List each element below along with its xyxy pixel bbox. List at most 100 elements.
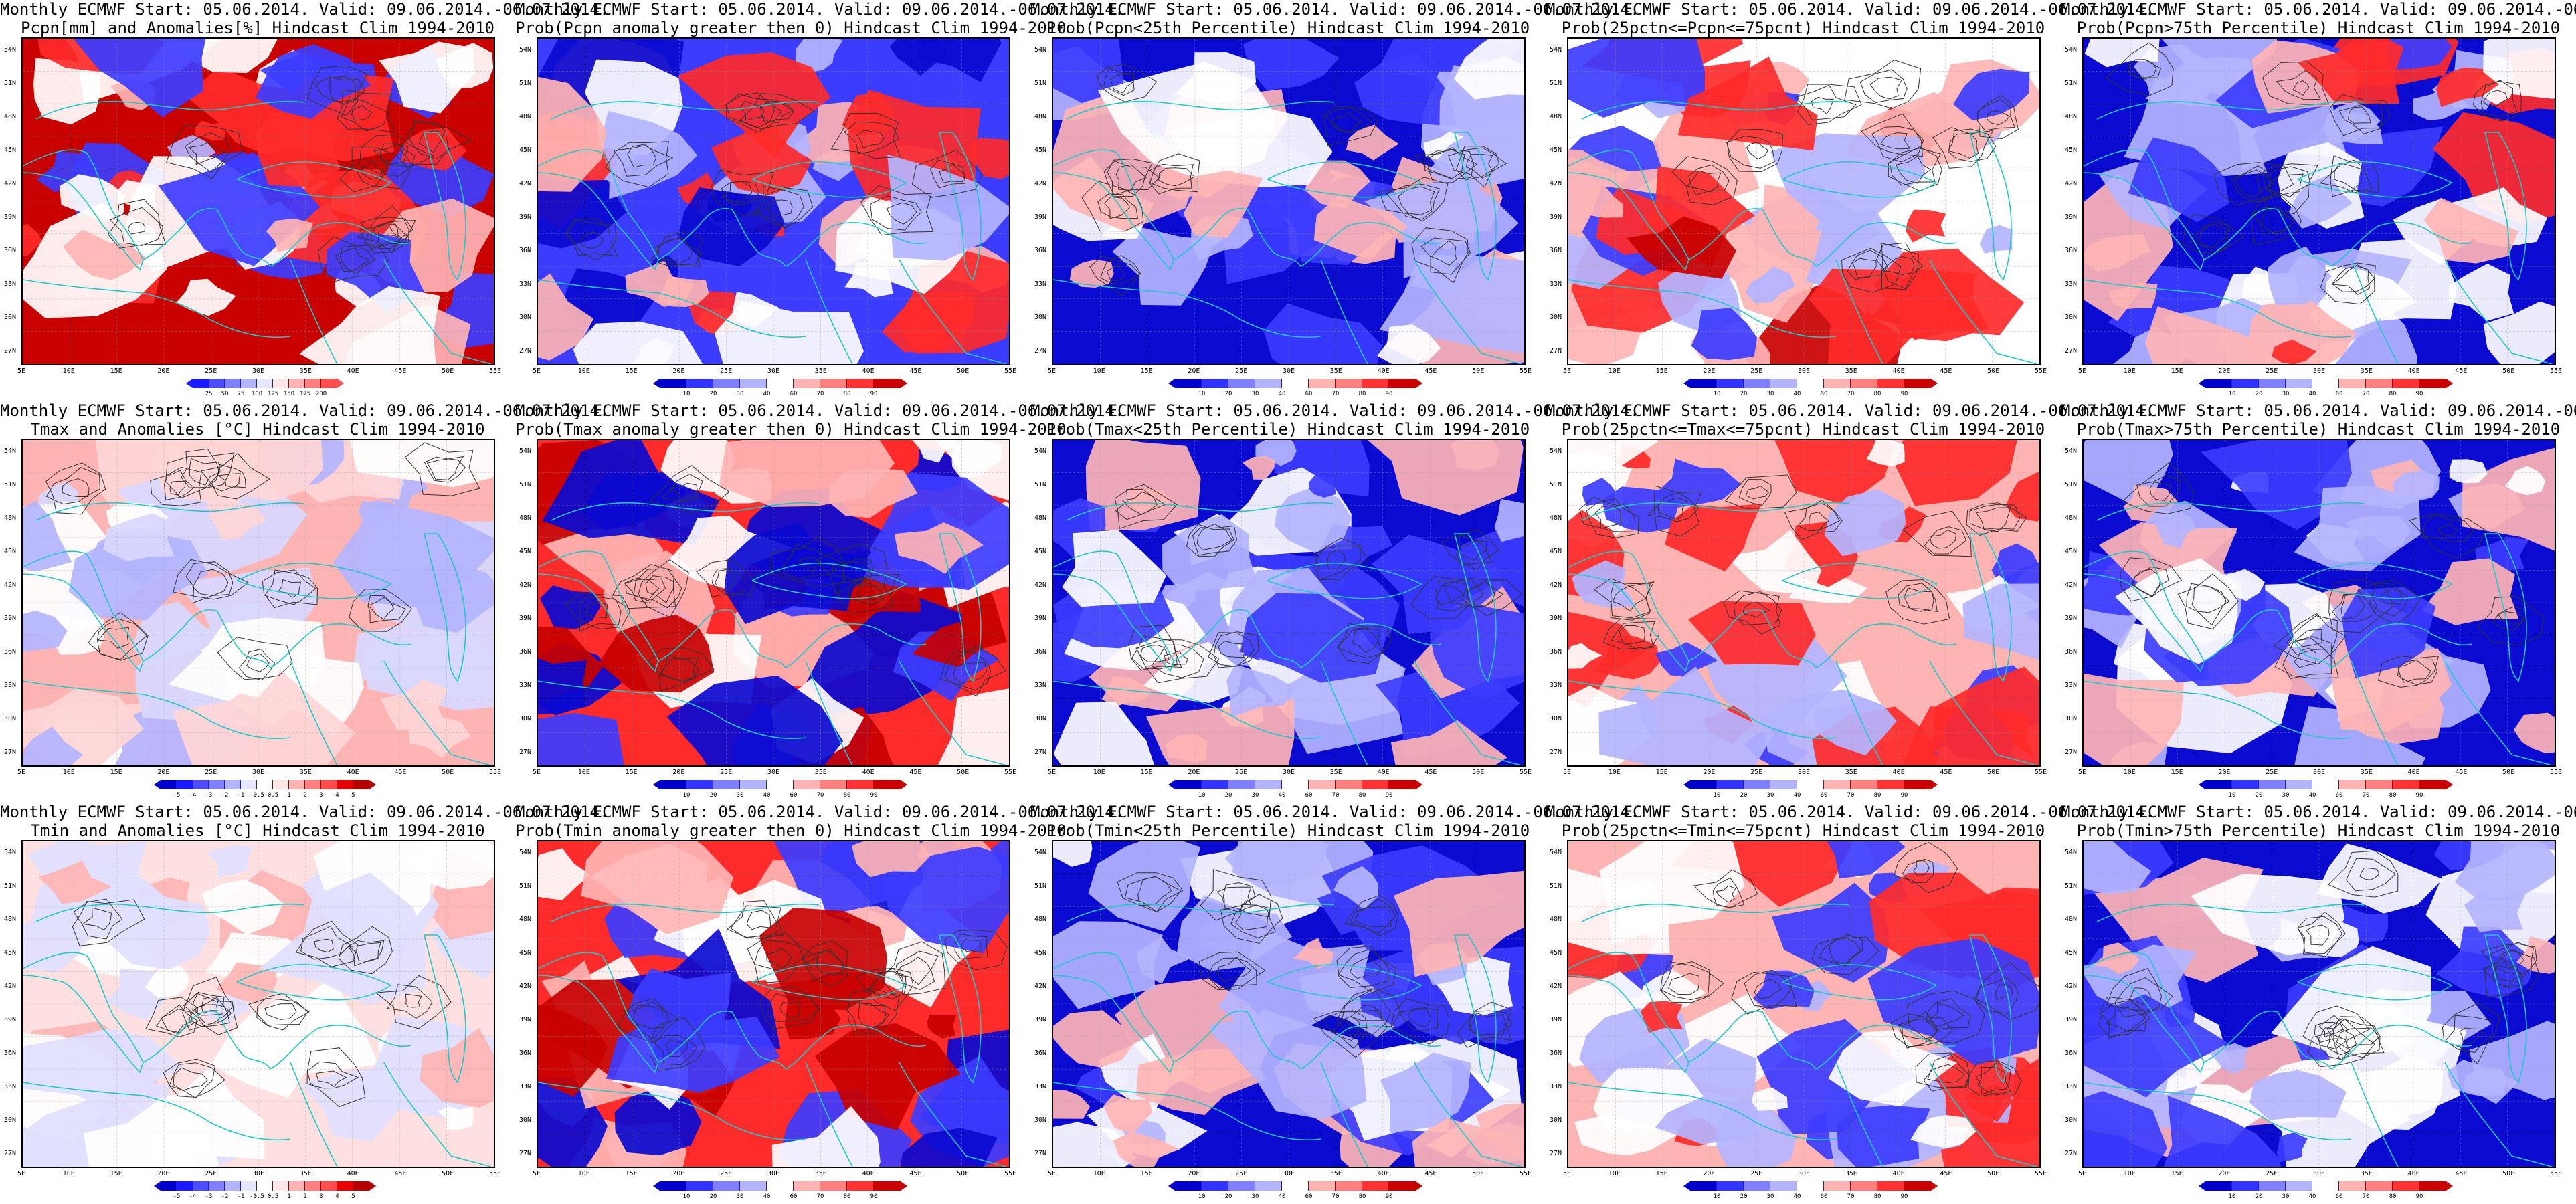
field-region [2154, 511, 2195, 548]
color-bar-tick-label: 30 [1766, 391, 1774, 397]
lon-tick-label: 30E [767, 367, 780, 375]
color-bar-tick-label: 40 [1793, 792, 1801, 799]
contour-line [1455, 533, 1493, 565]
contour-line [2338, 103, 2383, 134]
lat-tick-label: 48N [1550, 113, 1562, 120]
lat-tick-label: 30N [1034, 715, 1047, 722]
contour-line [1594, 505, 1622, 530]
lon-tick-label: 5E [1562, 769, 1572, 776]
contour-line [1986, 110, 2011, 126]
field-region [1598, 666, 1775, 765]
map-field [23, 841, 494, 1167]
contour-line [1128, 625, 1182, 671]
color-bar-min-arrow [653, 780, 660, 789]
lon-tick-label: 35E [1845, 769, 1857, 776]
panel-title-line1: Monthly ECMWF Start: 05.06.2014. Valid: … [0, 401, 610, 420]
contour-line [163, 470, 195, 501]
contour-line [2442, 1003, 2501, 1065]
color-bar-segment [337, 780, 353, 789]
color-bar-segment [1851, 780, 1877, 789]
field-region [215, 962, 277, 1003]
color-bar-tick-label: 70 [2362, 792, 2370, 799]
color-bar-segment [767, 379, 794, 388]
field-region [927, 1014, 957, 1039]
coastline [899, 259, 1007, 364]
contour-line [2177, 573, 2239, 630]
color-bar-max-arrow [1931, 379, 1938, 388]
lat-tick-label: 39N [4, 1016, 17, 1023]
field-region [1393, 870, 1524, 977]
color-bar-min-arrow [2199, 780, 2205, 789]
contour-line [657, 238, 693, 263]
field-region [1454, 39, 1524, 100]
contour-line [780, 1001, 801, 1019]
field-region [2294, 486, 2421, 572]
lat-tick-label: 27N [1034, 347, 1047, 355]
panel-title-line1: Monthly ECMWF Start: 05.06.2014. Valid: … [1546, 401, 2155, 420]
lon-tick-label: 50E [2502, 1170, 2515, 1177]
contour-line [756, 187, 814, 229]
lat-tick-label: 39N [4, 213, 17, 221]
color-bar-segment [1877, 1181, 1904, 1191]
lon-tick-label: 50E [1987, 769, 2000, 776]
coastline [805, 1062, 853, 1167]
lon-tick-label: 10E [1608, 769, 1621, 776]
color-bar-tick-label: 90 [870, 1193, 878, 1200]
color-bar [2199, 780, 2453, 789]
color-bar-tick-label: 30 [2282, 792, 2290, 799]
contour-line [424, 456, 466, 483]
lon-tick-label: 55E [488, 367, 502, 375]
field-region [2454, 841, 2555, 902]
color-bar-segment [321, 780, 337, 789]
color-bar-segment [273, 780, 289, 789]
panel-title-line1: Monthly ECMWF Start: 05.06.2014. Valid: … [1030, 0, 1640, 19]
color-bar-tick-label: -5 [173, 1193, 181, 1200]
color-bar-tick-label: 60 [1305, 1193, 1313, 1200]
lat-tick-label: 30N [4, 715, 17, 722]
color-bar-labels: 10 20 30 40 60 70 80 90 [1175, 391, 1416, 399]
coastline [290, 259, 338, 364]
contour-line [1337, 627, 1383, 664]
contour-line [847, 988, 899, 1035]
field-region [724, 522, 857, 625]
color-bar-segment [1336, 1181, 1362, 1191]
contour-line [1198, 951, 1266, 991]
color-bar-segment [2205, 379, 2232, 388]
contour-line [939, 163, 965, 183]
contour-line [649, 1017, 706, 1071]
color-bar-segment [1309, 1181, 1336, 1191]
field-region [573, 321, 703, 364]
color-bar [186, 379, 344, 388]
contour-line [1322, 1010, 1368, 1049]
field-region [2276, 1132, 2308, 1163]
color-bar-segment [2232, 1181, 2259, 1191]
contour-line [1602, 618, 1660, 650]
contour-line [2196, 224, 2228, 249]
lon-tick-label: 35E [299, 1170, 312, 1177]
map-plot [1052, 439, 1526, 767]
color-bar-segment [177, 1181, 193, 1191]
field-region [1263, 303, 1382, 364]
color-bar-max-arrow [901, 379, 907, 388]
contour-line [604, 141, 669, 188]
field-region [1655, 642, 1718, 678]
lon-tick-label: 35E [299, 769, 312, 776]
color-bar-segment [2419, 379, 2446, 388]
color-bar-tick-label: 90 [870, 391, 878, 397]
contour-line [2306, 924, 2330, 946]
color-bar-segment [1851, 379, 1877, 388]
contour-line [1890, 1013, 1953, 1047]
field-region [1894, 440, 2017, 506]
field-region [23, 500, 72, 572]
lat-tick-label: 51N [1034, 481, 1047, 488]
lon-tick-label: 20E [1703, 769, 1716, 776]
contour-line [1898, 583, 1938, 613]
lat-tick-label: 33N [519, 682, 532, 689]
lon-tick-label: 40E [1377, 769, 1390, 776]
contour-line [867, 971, 907, 999]
map-panel: Monthly ECMWF Start: 05.06.2014. Valid: … [1546, 0, 2154, 401]
contour-line [565, 593, 631, 630]
color-bar-max-arrow [2446, 379, 2453, 388]
lon-tick-label: 50E [442, 367, 454, 375]
contour-line [1414, 147, 1478, 183]
